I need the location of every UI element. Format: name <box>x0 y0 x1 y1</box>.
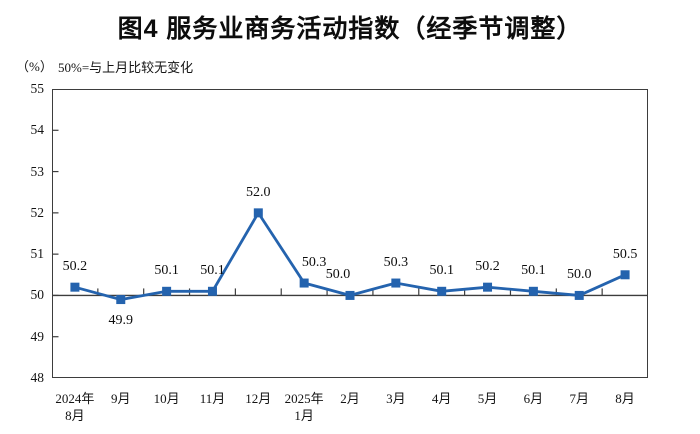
y-axis-tick-label: 51 <box>30 246 45 262</box>
x-axis-tick-label: 8月 <box>615 391 635 406</box>
x-axis-tick-label: 7月 <box>569 391 589 406</box>
chart-title: 图4 服务业商务活动指数（经季节调整） <box>117 15 583 43</box>
x-axis-tick-label: 5月 <box>477 391 498 406</box>
x-axis-tick-label: 9月 <box>111 391 131 406</box>
y-axis-tick-label: 48 <box>30 370 45 385</box>
data-point-label: 49.9 <box>108 312 134 328</box>
data-point-label: 50.2 <box>62 259 88 275</box>
data-point-label: 52.0 <box>246 184 271 200</box>
plot-area <box>52 89 648 378</box>
y-axis-tick-label: 54 <box>30 122 45 138</box>
data-point-label: 50.5 <box>612 246 638 262</box>
y-axis-tick-label: 49 <box>30 328 45 344</box>
data-point-label: 50.2 <box>475 259 500 275</box>
data-point-label: 50.1 <box>200 263 225 279</box>
reference-note-label: 50%=与上月比较无变化 <box>58 60 194 75</box>
data-point-label: 50.1 <box>429 263 454 279</box>
data-point-label: 50.0 <box>325 267 351 283</box>
data-point-label: 50.1 <box>521 263 546 279</box>
data-point-label: 50.3 <box>383 255 409 271</box>
x-axis-tick-label: 12月 <box>245 391 272 406</box>
x-axis-tick-label: 2月 <box>340 391 360 406</box>
data-point-label: 50.0 <box>566 267 592 283</box>
data-point-label: 50.3 <box>301 255 327 271</box>
x-axis-tick-label: 3月 <box>386 391 406 406</box>
x-axis-tick-label: 6月 <box>523 391 544 406</box>
x-axis-tick-label: 4月 <box>431 391 452 406</box>
x-axis-tick-label: 2024年 8月 <box>55 391 95 423</box>
y-axis-tick-label: 55 <box>30 81 45 96</box>
y-axis-unit-label: （%） <box>16 59 53 74</box>
x-axis-tick-label: 11月 <box>199 391 226 406</box>
y-axis-tick-label: 53 <box>30 163 45 179</box>
y-axis-tick-label: 50 <box>30 287 45 303</box>
y-axis-tick-label: 52 <box>30 204 45 220</box>
x-axis-tick-label: 10月 <box>153 391 180 406</box>
data-point-label: 50.1 <box>154 263 179 279</box>
x-axis-tick-label: 2025年 1月 <box>284 391 324 423</box>
